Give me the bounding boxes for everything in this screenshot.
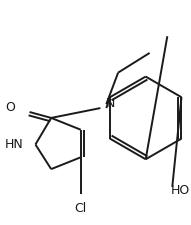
Text: N: N [106,97,115,110]
Text: Cl: Cl [75,202,87,215]
Text: O: O [5,101,15,114]
Text: HN: HN [4,138,23,151]
Text: HO: HO [171,184,190,197]
